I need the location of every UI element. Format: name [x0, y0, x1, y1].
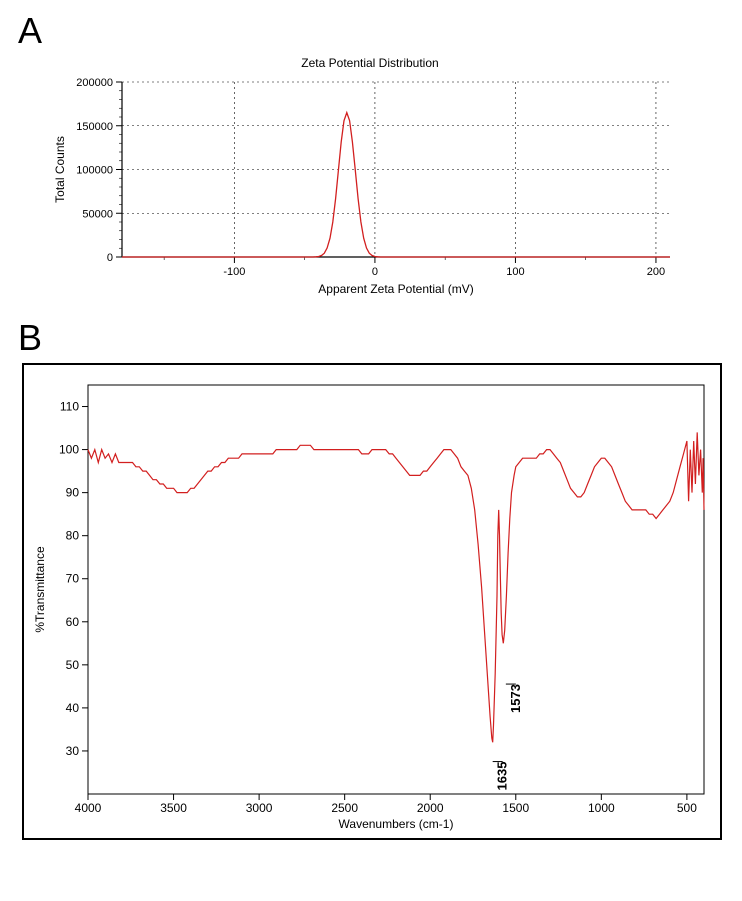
- ytick-label: 110: [60, 400, 79, 414]
- y-axis-label: %Transmittance: [33, 546, 47, 633]
- figure-a-title: Zeta Potential Distribution: [50, 56, 690, 70]
- ftir-series: [88, 432, 704, 742]
- ytick-label: 100: [59, 443, 79, 457]
- ytick-label: 90: [66, 486, 80, 500]
- xtick-label: 3500: [160, 801, 187, 815]
- xtick-label: 200: [647, 266, 665, 278]
- xtick-label: 1000: [588, 801, 615, 815]
- xtick-label: 0: [372, 266, 378, 278]
- ytick-label: 100000: [76, 165, 113, 177]
- panel-b-label: B: [18, 317, 732, 359]
- xtick-label: 3000: [246, 801, 273, 815]
- y-axis-label: Total Counts: [53, 136, 67, 203]
- peak-label: 1573: [508, 684, 523, 713]
- ytick-label: 60: [66, 615, 80, 629]
- chart-b-svg: 4000 3500 3000 2500 2000 1500 1000 500 30 40 50 60 7…: [28, 379, 718, 834]
- figure-b: 4000 3500 3000 2500 2000 1500 1000 500 30 40 50 60 7…: [22, 363, 722, 840]
- ytick-label: 50000: [82, 208, 113, 220]
- ytick-label: 30: [66, 744, 80, 758]
- ytick-label: 0: [107, 252, 113, 264]
- zeta-series: [122, 113, 670, 257]
- x-axis-label: Apparent Zeta Potential (mV): [318, 282, 473, 296]
- figure-a: Zeta Potential Distribution 0 50000 100000…: [50, 56, 690, 299]
- x-axis-label: Wavenumbers (cm-1): [339, 817, 454, 831]
- ytick-label: 80: [66, 529, 80, 543]
- panel-a-label: A: [18, 10, 732, 52]
- xtick-label: 4000: [75, 801, 102, 815]
- xtick-label: -100: [223, 266, 245, 278]
- xtick-label: 2000: [417, 801, 444, 815]
- chart-a-svg: 0 50000 100000 150000 200000 -100 0 100 200 Appar…: [50, 74, 690, 299]
- ytick-label: 50: [66, 658, 80, 672]
- ytick-label: 150000: [76, 121, 113, 133]
- plot-frame: [88, 385, 704, 794]
- ytick-label: 70: [66, 572, 80, 586]
- xtick-label: 100: [506, 266, 524, 278]
- xtick-label: 1500: [502, 801, 529, 815]
- peak-label: 1635: [495, 762, 510, 791]
- xtick-label: 500: [677, 801, 697, 815]
- xtick-label: 2500: [331, 801, 358, 815]
- ytick-label: 200000: [76, 77, 113, 89]
- ytick-label: 40: [66, 701, 80, 715]
